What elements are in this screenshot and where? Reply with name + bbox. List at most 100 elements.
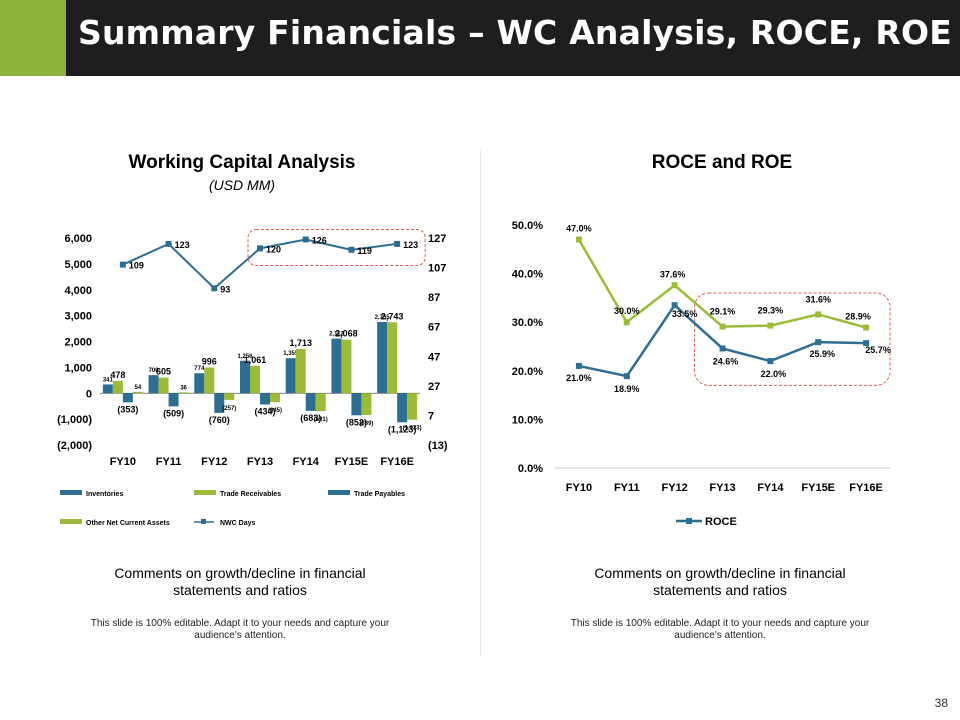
bar-other-net-current-assets [315, 393, 326, 412]
data-label: (434) [254, 406, 275, 416]
roce-label: 22.0% [761, 369, 787, 379]
data-label: 54 [135, 385, 142, 391]
nwc-days-label: 109 [129, 261, 144, 271]
roce-label: 21.0% [566, 373, 592, 383]
data-label: 2,755 [375, 315, 391, 321]
y-tick-label: 50.0% [512, 220, 543, 232]
data-label: 2,743 [381, 311, 404, 321]
x-tick-label: FY14 [757, 482, 784, 494]
legend-swatch [194, 490, 216, 495]
x-tick-label: FY15E [335, 456, 369, 468]
roce-label: 24.6% [713, 356, 739, 366]
y2-tick-label: 7 [428, 410, 434, 422]
data-label: 996 [202, 356, 217, 366]
data-label: 700 [149, 368, 160, 374]
y2-tick-label: 107 [428, 263, 446, 275]
bar-trade-receivables [112, 380, 123, 394]
data-label: (1,123) [388, 424, 417, 434]
y-tick-label: 2,000 [64, 337, 92, 349]
data-label: 36 [180, 385, 187, 391]
roe-point [767, 322, 774, 329]
roe-point [719, 323, 726, 330]
y2-tick-label: 67 [428, 322, 440, 334]
legend-swatch [60, 490, 82, 495]
bar-trade-receivables [204, 367, 215, 394]
x-tick-label: FY11 [614, 482, 640, 494]
y2-tick-label: 87 [428, 292, 440, 304]
title-bar [66, 0, 960, 76]
nwc-days-label: 119 [357, 246, 372, 256]
data-label: 478 [110, 370, 125, 380]
y-tick-label: 3,000 [64, 311, 92, 323]
y2-tick-label: 127 [428, 233, 446, 245]
y2-tick-label: (13) [428, 440, 448, 452]
y-tick-label: 0.0% [518, 463, 543, 475]
legend-label: ROCE [705, 516, 737, 528]
y-tick-label: 6,000 [64, 233, 92, 245]
data-label: 1,355 [283, 351, 299, 357]
roe-label: 31.6% [805, 294, 831, 304]
bar-inventories [331, 338, 342, 394]
data-label: 1,713 [289, 338, 312, 348]
bar-other-net-current-assets [132, 391, 143, 394]
roe-label: 29.1% [710, 307, 736, 317]
bar-other-net-current-assets [178, 392, 189, 394]
roce-point [623, 373, 630, 380]
x-tick-label: FY16E [380, 456, 414, 468]
y-tick-label: (1,000) [57, 414, 92, 426]
nwc-days-label: 123 [175, 240, 190, 250]
data-label: (839) [359, 421, 373, 427]
bar-other-net-current-assets [224, 393, 235, 400]
y-tick-label: 1,000 [64, 362, 92, 374]
roce-label: 33.5% [672, 309, 698, 319]
roe-label: 29.3% [758, 306, 784, 316]
bar-inventories [377, 321, 388, 394]
y2-tick-label: 27 [428, 381, 440, 393]
data-label: (345) [268, 408, 282, 414]
data-label: (852) [346, 417, 367, 427]
roce-point [719, 345, 726, 352]
roe-label: 47.0% [566, 224, 592, 234]
nwc-days-point [257, 245, 263, 252]
data-label: (683) [300, 413, 321, 423]
legend-swatch [60, 519, 82, 524]
nwc-days-point [119, 261, 126, 268]
data-label: 605 [156, 367, 171, 377]
panel-divider [480, 150, 481, 655]
page-number: 38 [934, 696, 948, 710]
nwc-days-point [348, 246, 355, 253]
bar-trade-payables [168, 393, 179, 407]
page-title: Summary Financials – WC Analysis, ROCE, … [78, 13, 952, 52]
highlight-box [694, 292, 891, 386]
x-tick-label: FY16E [849, 482, 883, 494]
y-tick-label: 30.0% [512, 317, 543, 329]
data-label: (509) [163, 408, 184, 418]
highlight-box [247, 228, 426, 266]
y-tick-label: (2,000) [57, 440, 92, 452]
roce-label: 18.9% [614, 384, 640, 394]
bar-inventories [194, 373, 205, 394]
wc-chart: 6,000 5,000 4,000 3,000 2,000 1,000 0 (1,000) (2… [57, 228, 448, 527]
bar-trade-payables [260, 393, 270, 405]
roe-point [863, 324, 870, 331]
y2-tick-label: 47 [428, 351, 440, 363]
nwc-days-label: 93 [220, 284, 230, 294]
legend-label: NWC Days [220, 520, 256, 527]
nwc-days-label: 120 [266, 244, 281, 254]
roce-label: 25.7% [865, 345, 891, 355]
data-label: 774 [194, 366, 205, 372]
legend-label: Trade Payables [354, 491, 405, 498]
nwc-days-point [211, 285, 218, 292]
bar-inventories [148, 375, 159, 394]
wc-chart-subtitle: (USD MM) [208, 177, 276, 193]
roe-point [623, 319, 630, 326]
y-tick-label: 20.0% [512, 366, 543, 378]
roce-point [815, 339, 822, 346]
x-tick-label: FY12 [201, 456, 227, 468]
x-tick-label: FY13 [709, 482, 735, 494]
nwc-days-point [394, 240, 401, 247]
legend-swatch-marker [201, 519, 206, 524]
roce-label: 25.9% [809, 349, 835, 359]
nwc-days-label: 123 [403, 240, 418, 250]
data-label: 1,061 [244, 355, 267, 365]
